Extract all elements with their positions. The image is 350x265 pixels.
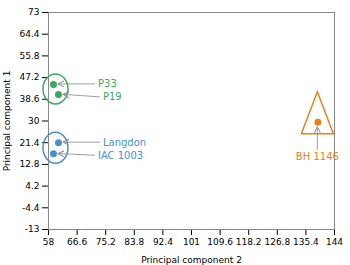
svg-text:30: 30 [28,116,40,126]
svg-text:-13: -13 [25,224,40,234]
svg-text:P33: P33 [98,78,117,89]
svg-text:-4.4: -4.4 [22,203,40,213]
svg-text:64.4: 64.4 [19,29,39,39]
svg-text:4.2: 4.2 [25,181,39,191]
svg-text:109.6: 109.6 [207,237,233,247]
svg-text:58: 58 [43,237,55,247]
svg-text:21.4: 21.4 [19,138,39,148]
svg-text:83.8: 83.8 [124,237,144,247]
svg-text:118.2: 118.2 [236,237,262,247]
svg-text:55.8: 55.8 [19,51,39,61]
svg-text:92.4: 92.4 [153,237,173,247]
svg-text:12.8: 12.8 [19,159,39,169]
svg-text:75.2: 75.2 [96,237,116,247]
svg-text:144: 144 [326,237,343,247]
svg-text:Principal component 2: Principal component 2 [141,255,242,265]
svg-text:BH 1146: BH 1146 [296,151,339,162]
svg-text:73: 73 [28,7,39,17]
svg-text:Langdon: Langdon [103,137,146,148]
svg-text:38.6: 38.6 [19,94,39,104]
svg-text:IAC 1003: IAC 1003 [98,150,143,161]
svg-text:135.4: 135.4 [293,237,319,247]
svg-text:Principal component 1: Principal component 1 [2,71,12,172]
svg-text:126.8: 126.8 [264,237,290,247]
svg-text:66.6: 66.6 [67,237,87,247]
svg-text:101: 101 [183,237,200,247]
svg-text:47.2: 47.2 [19,72,39,82]
svg-text:P19: P19 [103,91,122,102]
